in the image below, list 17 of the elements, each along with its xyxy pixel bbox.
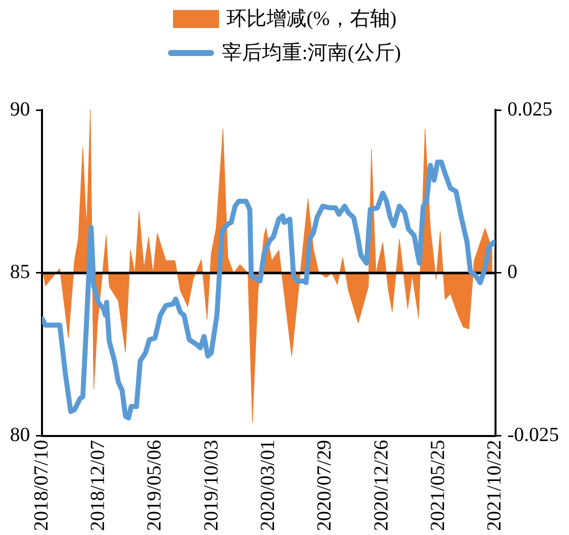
y-tick-label: 80 [10,424,30,446]
x-tick-label: 2018/07/10 [30,440,52,532]
x-tick-label: 2019/10/03 [200,440,222,532]
x-tick-label: 2018/12/07 [86,440,109,532]
y-tick-label: 90 [10,98,30,120]
x-tick-label: 2020/12/26 [370,440,392,532]
x-tick-label: 2019/05/06 [144,440,166,532]
x-tick-label: 2020/07/29 [314,440,336,532]
x-tick-label: 2021/05/25 [426,440,449,532]
legend-label: 宰后均重:河南(公斤) [222,41,401,66]
y-tick-label: 85 [10,261,30,284]
x-tick-label: 2021/10/22 [484,440,506,532]
x-tick-label: 2020/03/01 [256,440,279,532]
y2-tick-label: 0.025 [507,98,552,120]
legend-label: 环比增减(%，右轴) [226,7,396,32]
y2-tick-label: -0.025 [507,424,560,446]
y2-tick-label: 0 [507,261,518,284]
